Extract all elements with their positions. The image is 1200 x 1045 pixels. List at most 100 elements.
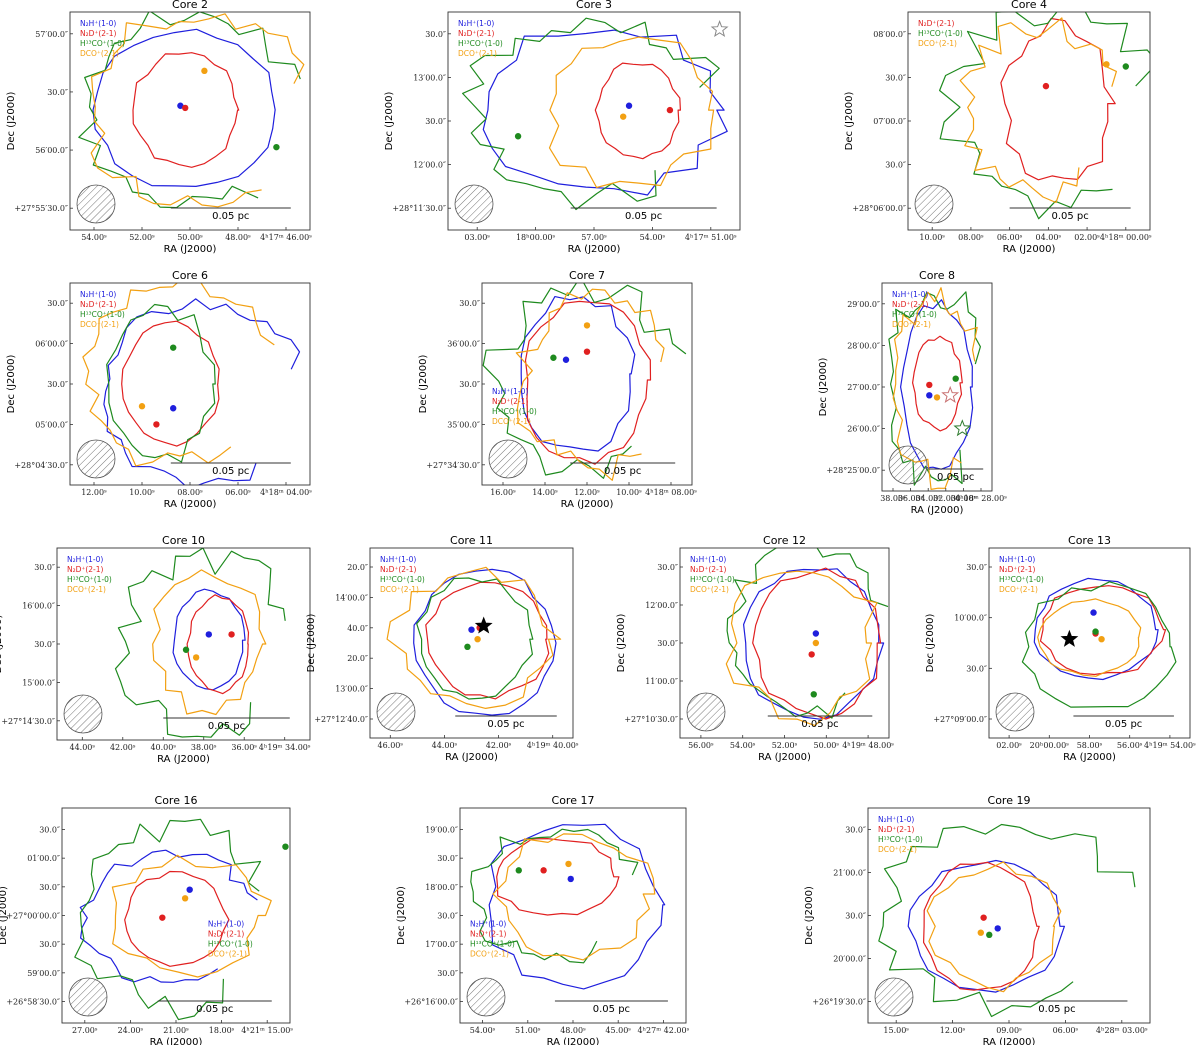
peak-h13cop <box>810 691 817 698</box>
dcop-contour <box>386 566 562 709</box>
x-tick-label: 48.00ˢ <box>225 233 251 242</box>
peak-h13cop <box>515 867 522 874</box>
peak-n2hp <box>170 405 177 412</box>
peak-n2dp <box>540 867 547 874</box>
dcop-contour <box>515 288 665 481</box>
y-tick-label: 13′00.0″ <box>335 685 368 694</box>
panel-core-8: Core 8 38.00ˢ36.00ˢ34.00ˢ32.00ˢ30.00ˢ4ʰ18… <box>818 269 1007 516</box>
y-tick-label: 30.0″ <box>966 664 987 673</box>
h13cop-contour <box>482 283 687 479</box>
legend-n2dp: N₂D⁺(2-1) <box>380 565 417 574</box>
x-tick-label: 20ʰ00.00ˢ <box>1030 741 1070 750</box>
panel-core-12: Core 12 56.00ˢ 54.00ˢ 52.00ˢ 50.00ˢ 4ʰ19ᵐ 48.… <box>616 534 894 763</box>
y-tick-label: +27°14′30.0″ <box>1 717 55 726</box>
y-tick-label: 30.0″ <box>39 940 60 949</box>
panel-core-13: Core 13 02.00ˢ 20ʰ00.00ˢ 58.00ˢ 56.00ˢ 4ʰ19ᵐ … <box>925 534 1196 763</box>
y-tick-label: 20′00.0″ <box>833 955 866 964</box>
peak-n2hp <box>812 630 820 637</box>
y-tick-label: 40.0″ <box>347 624 368 633</box>
legend-h13cop: H¹³CO⁺(1-0) <box>492 407 537 416</box>
peak-h13cop <box>282 843 289 850</box>
x-axis-label: RA (J2000) <box>164 244 217 255</box>
peak-dcop <box>565 860 572 868</box>
scale-bar-label: 0.05 pc <box>196 1004 233 1015</box>
x-tick-label: 4ʰ19ᵐ 40.00ˢ <box>527 741 579 750</box>
y-axis-label: Dec (J2000) <box>818 358 829 417</box>
protostar-star-marker <box>941 385 960 403</box>
n2dp-contour <box>1039 585 1167 676</box>
peak-h13cop <box>464 643 471 650</box>
panel-core-10: Core 10 44.00ˢ 42.00ˢ 40.00ˢ 38.00ˢ 36.00ˢ 4ʰ1… <box>0 534 311 765</box>
h13cop-contour <box>416 577 534 700</box>
y-tick-label: 36′00.0″ <box>447 340 480 349</box>
x-tick-label: 30.00ˢ <box>951 494 977 503</box>
y-tick-label: +27°00′00.0″ <box>6 912 60 921</box>
y-tick-label: 30.0″ <box>657 563 678 572</box>
n2dp-contour <box>1000 17 1116 181</box>
beam-ellipse <box>874 977 914 1017</box>
y-tick-label: +27°34′30.0″ <box>426 461 480 470</box>
y-axis-label: Dec (J2000) <box>804 886 815 945</box>
beam-ellipse <box>454 184 494 224</box>
panel-title: Core 16 <box>155 794 198 807</box>
x-tick-label: 52.00ˢ <box>129 233 155 242</box>
dcop-contour <box>548 36 715 189</box>
y-tick-label: 35′00.0″ <box>447 420 480 429</box>
n2dp-contour <box>496 838 620 916</box>
beam-ellipse <box>376 692 416 732</box>
legend-dcop: DCO⁺(2-1) <box>80 320 119 329</box>
y-tick-label: 12′00.0″ <box>413 161 446 170</box>
x-tick-label: 10.00ˢ <box>129 488 155 497</box>
plot-frame <box>369 547 574 739</box>
legend-n2dp: N₂D⁺(2-1) <box>918 19 955 28</box>
panel-title: Core 17 <box>552 794 595 807</box>
x-tick-label: 38.00ˢ <box>880 494 906 503</box>
y-axis-label: Dec (J2000) <box>384 92 395 151</box>
y-tick-label: 30.0″ <box>966 563 987 572</box>
y-tick-label: 30.0″ <box>47 88 68 97</box>
x-tick-label: 03.00ˢ <box>464 233 490 242</box>
panel-core-2: Core 2 54.00ˢ 52.00ˢ 50.00ˢ 48.00ˢ 4ʰ17ᵐ 46.0… <box>6 0 312 255</box>
x-tick-label: 16.00ˢ <box>490 488 516 497</box>
legend-dcop: DCO⁺(2-1) <box>458 49 497 58</box>
legend-dcop: DCO⁺(2-1) <box>918 39 957 48</box>
y-tick-label: 30.0″ <box>425 30 446 39</box>
peak-h13cop <box>1092 628 1099 635</box>
n2dp-contour <box>923 861 1040 991</box>
panel-core-19: Core 19 15.00ˢ 12.00ˢ 09.00ˢ 06.00ˢ 4ʰ28ᵐ 03.… <box>804 794 1151 1045</box>
x-tick-label: 52.00ˢ <box>772 741 798 750</box>
peak-dcop <box>192 654 200 661</box>
dcop-contour <box>111 854 272 978</box>
h13cop-contour <box>939 12 1150 220</box>
protostar-star-marker <box>1060 629 1079 647</box>
legend-n2dp: N₂D⁺(2-1) <box>458 29 495 38</box>
y-tick-label: 30.0″ <box>657 639 678 648</box>
x-tick-label: 12.00ˢ <box>574 488 600 497</box>
x-tick-label: 56.00ˢ <box>688 741 714 750</box>
y-tick-label: 30.0″ <box>459 299 480 308</box>
y-tick-label: 29′00.0″ <box>847 300 880 309</box>
legend-n2dp: N₂D⁺(2-1) <box>690 565 727 574</box>
y-axis-label: Dec (J2000) <box>0 615 4 674</box>
scale-bar-label: 0.05 pc <box>625 211 662 222</box>
x-tick-label: 54.00ˢ <box>730 741 756 750</box>
legend-n2hp: N₂H⁺(1-0) <box>470 919 506 928</box>
legend-n2dp: N₂D⁺(2-1) <box>999 565 1036 574</box>
x-tick-label: 58.00ˢ <box>1077 741 1103 750</box>
beam-ellipse <box>888 445 928 485</box>
scale-bar-label: 0.05 pc <box>604 466 641 477</box>
panel-title: Core 2 <box>172 0 208 11</box>
y-tick-label: +27°09′00.0″ <box>933 715 987 724</box>
x-axis-label: RA (J2000) <box>561 499 614 510</box>
peak-h13cop <box>182 646 190 653</box>
peak-n2dp <box>808 651 815 658</box>
x-tick-label: 06.00ˢ <box>1053 1026 1079 1035</box>
y-tick-label: 13′00.0″ <box>413 73 446 82</box>
y-tick-label: 17′00.0″ <box>425 940 458 949</box>
beam-ellipse <box>76 184 116 224</box>
panel-title: Core 7 <box>569 269 605 282</box>
h13cop-contour <box>78 12 301 209</box>
x-tick-label: 50.00ˢ <box>177 233 203 242</box>
peak-dcop <box>583 322 591 329</box>
scale-bar-label: 0.05 pc <box>593 1004 630 1015</box>
